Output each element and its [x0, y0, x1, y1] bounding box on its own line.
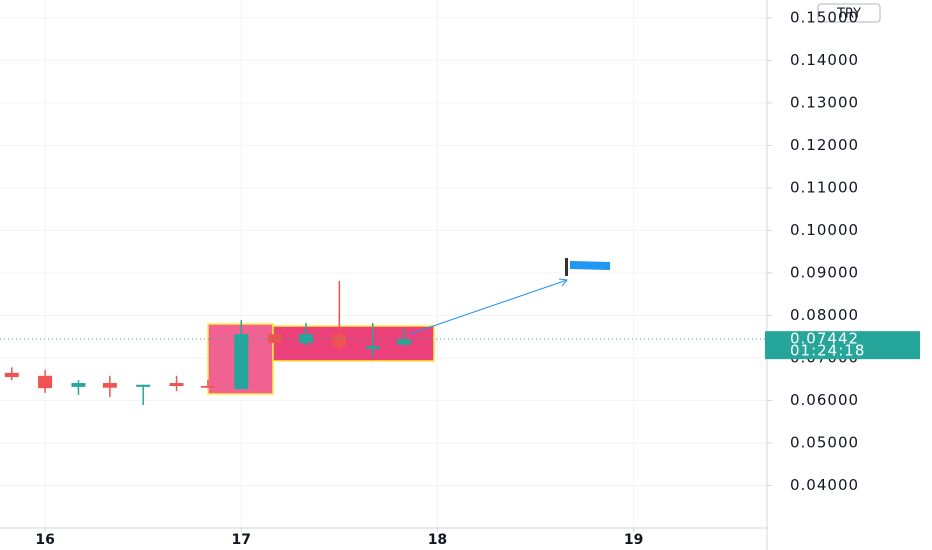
candle-body	[299, 334, 314, 344]
flag[interactable]	[570, 261, 610, 270]
candle-body	[200, 386, 215, 388]
flag-pole[interactable]	[565, 258, 568, 276]
candle-body	[397, 339, 412, 345]
y-tick-label: 0.09000	[790, 263, 859, 281]
y-tick-label: 0.15000	[790, 8, 859, 26]
currency: TRY	[836, 7, 861, 22]
y-tick-label: 0.13000	[790, 93, 859, 111]
candle-body	[365, 346, 380, 350]
axes: 0.040000.050000.060000.070000.080000.090…	[0, 8, 920, 548]
candle-body	[38, 375, 53, 389]
y-tick-label: 0.10000	[790, 221, 859, 239]
trend-arrow[interactable]	[409, 279, 568, 335]
last-price-label: 0.07442	[790, 330, 859, 348]
x-tick-label: 16	[35, 532, 54, 548]
candle-body	[332, 334, 347, 347]
candles	[4, 281, 412, 406]
x-tick-label: 19	[624, 532, 643, 548]
candle-body	[71, 383, 86, 387]
y-tick-label: 0.11000	[790, 178, 859, 196]
countdown: 01:24:18	[790, 342, 865, 360]
y-tick-label: 0.14000	[790, 51, 859, 69]
candle-body	[169, 383, 184, 387]
y-tick-label: 0.08000	[790, 306, 859, 324]
last-price-box	[765, 331, 920, 360]
candle-body	[4, 372, 19, 378]
grid	[0, 0, 767, 528]
y-tick-label: 0.04000	[790, 476, 859, 494]
arrow-head	[558, 278, 568, 287]
x-tick-label: 17	[232, 532, 251, 548]
candle-body	[136, 384, 151, 387]
candle-body	[102, 383, 117, 388]
y-tick-label: 0.12000	[790, 136, 859, 154]
y-tick-label: 0.06000	[790, 391, 859, 409]
x-tick-label: 18	[428, 532, 447, 548]
currency-badge[interactable]	[817, 3, 881, 23]
y-tick-label: 0.05000	[790, 433, 859, 451]
candle-body	[234, 334, 249, 389]
candle-body	[267, 334, 282, 344]
